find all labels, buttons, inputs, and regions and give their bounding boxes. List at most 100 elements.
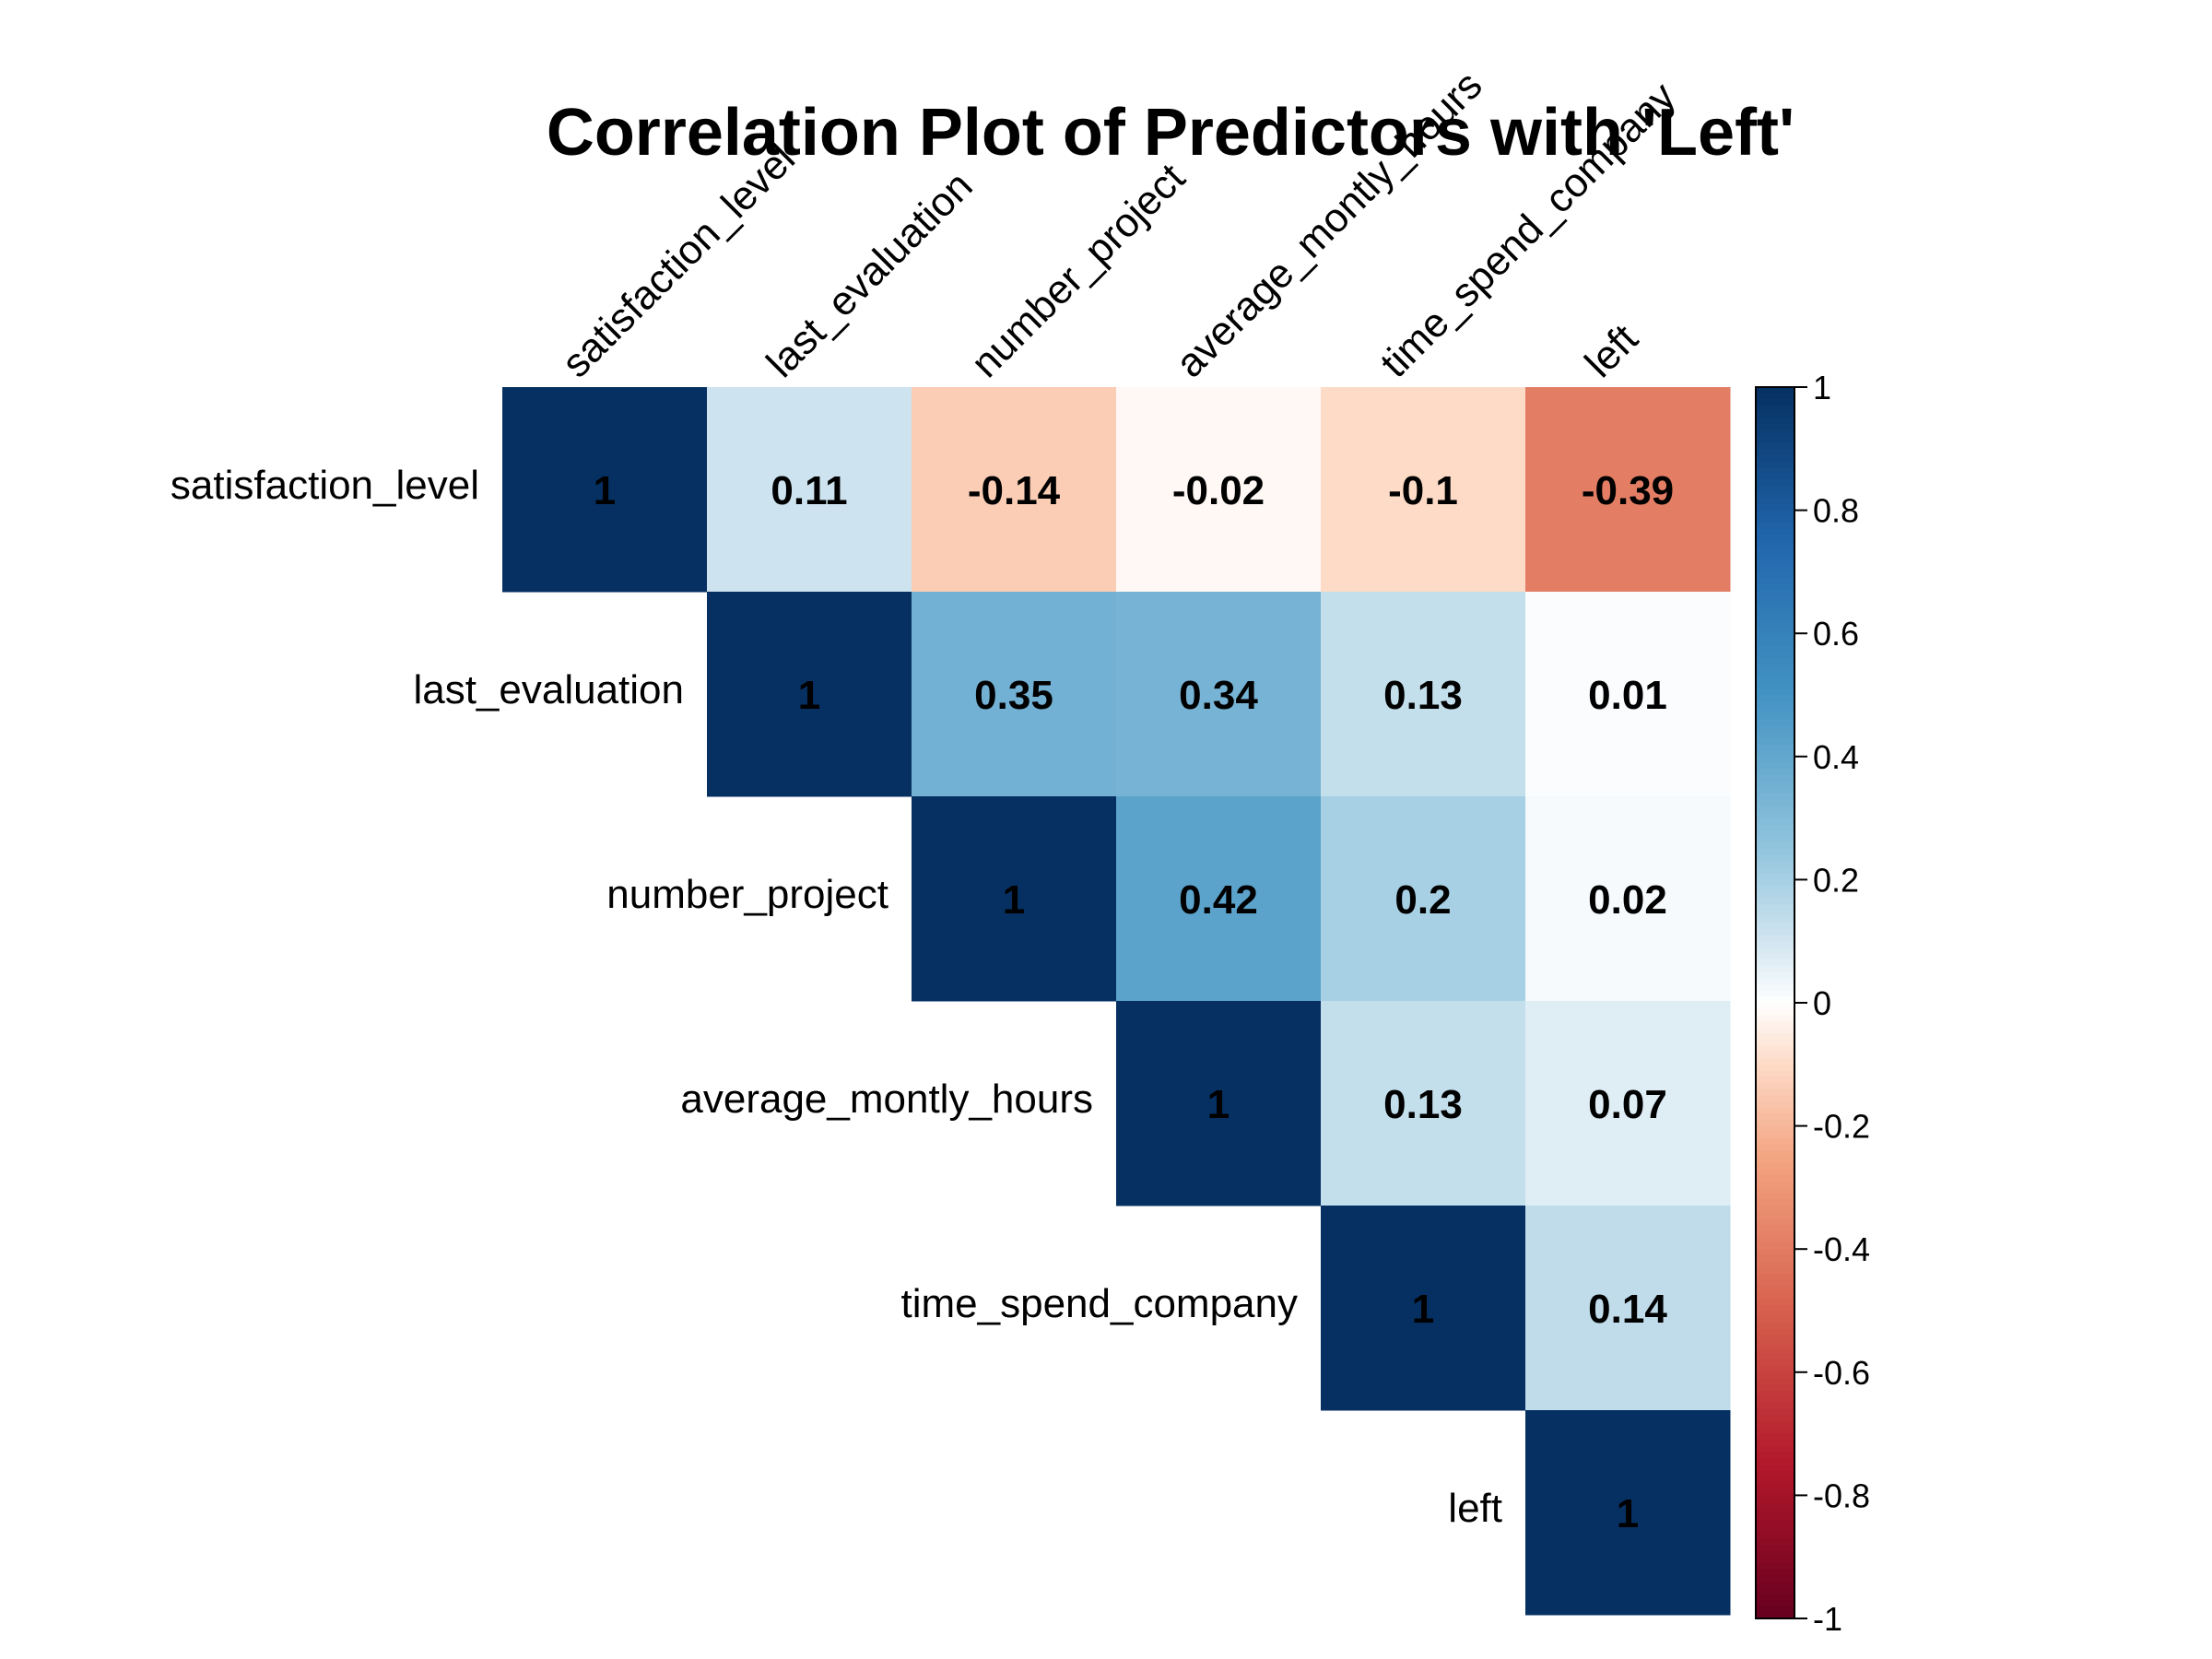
legend-gradient-slice	[1756, 615, 1794, 622]
legend-gradient-slice	[1756, 1569, 1794, 1576]
heatmap-cell-labels: 1 0.11 -0.14 -0.02 -0.1 -0.39 1 0.35 0.34 0.13 0.0…	[594, 468, 1674, 1536]
legend-gradient-slice	[1756, 627, 1794, 634]
legend-gradient-slice	[1756, 1341, 1794, 1348]
legend-gradient-slice	[1756, 861, 1794, 868]
legend-gradient-slice	[1756, 559, 1794, 567]
legend-gradient-slice	[1756, 1261, 1794, 1268]
legend-tick-label: -1	[1813, 1600, 1842, 1638]
legend-gradient-slice	[1756, 1267, 1794, 1275]
legend-gradient-slice	[1756, 1513, 1794, 1521]
legend-gradient-slice	[1756, 393, 1794, 400]
legend-gradient-slice	[1756, 983, 1794, 992]
legend-gradient-slice	[1756, 1224, 1794, 1231]
legend-tick-label: 0.6	[1813, 615, 1859, 653]
legend-gradient-slice	[1756, 806, 1794, 813]
legend-gradient-slice	[1756, 1144, 1794, 1151]
legend-gradient-slice	[1756, 1501, 1794, 1509]
cell-value-label: 0.07	[1588, 1082, 1667, 1127]
legend-gradient-slice	[1756, 873, 1794, 880]
cell-value-label: 1	[1003, 877, 1025, 923]
legend-gradient-slice	[1756, 1421, 1794, 1429]
legend-gradient-slice	[1756, 935, 1794, 942]
legend-gradient-slice	[1756, 1119, 1794, 1127]
heatmap-cell	[1525, 387, 1731, 593]
chart-title: Correlation Plot of Predictors with 'Lef…	[547, 96, 1794, 170]
cell-value-label: 1	[1207, 1082, 1230, 1127]
legend-gradient-slice	[1756, 1064, 1794, 1072]
legend-gradient-slice	[1756, 1390, 1794, 1398]
legend-gradient-slice	[1756, 1040, 1794, 1047]
legend-gradient-slice	[1756, 971, 1794, 979]
legend-gradient-slice	[1756, 1137, 1794, 1146]
legend-gradient-slice	[1756, 769, 1794, 776]
legend-gradient-slice	[1756, 1045, 1794, 1053]
legend-tick-label: 0.2	[1813, 861, 1859, 899]
cell-value-label: 0.14	[1588, 1287, 1667, 1332]
heatmap-cell	[1321, 1001, 1526, 1206]
legend-gradient-slice	[1756, 1323, 1794, 1330]
legend-gradient-slice	[1756, 602, 1794, 610]
legend-gradient-slice	[1756, 811, 1794, 819]
legend-gradient-slice	[1756, 633, 1794, 641]
legend-gradient-slice	[1756, 1254, 1794, 1263]
legend-gradient-slice	[1756, 1378, 1794, 1385]
legend-gradient-slice	[1756, 1230, 1794, 1238]
legend-gradient-slice	[1756, 1575, 1794, 1583]
heatmap-cell	[1321, 796, 1526, 1002]
legend-gradient-slice	[1756, 836, 1794, 843]
legend-gradient-slice	[1756, 1396, 1794, 1404]
column-label: number_project	[962, 155, 1194, 386]
legend-gradient-slice	[1756, 682, 1794, 689]
legend-gradient-slice	[1756, 1298, 1794, 1305]
legend-gradient-slice	[1756, 1433, 1794, 1441]
legend-gradient-slice	[1756, 1181, 1794, 1188]
legend-gradient-slice	[1756, 645, 1794, 653]
legend-gradient-slice	[1756, 553, 1794, 560]
cell-value-label: 0.11	[771, 468, 847, 513]
legend-gradient-slice	[1756, 442, 1794, 450]
legend-gradient-slice	[1756, 1371, 1794, 1380]
cell-value-label: 0.42	[1179, 877, 1258, 923]
legend-gradient-slice	[1756, 1187, 1794, 1194]
heatmap-cell	[1116, 1001, 1322, 1206]
legend-gradient-slice	[1756, 522, 1794, 530]
legend-gradient-slice	[1756, 1483, 1794, 1490]
legend-gradient-slice	[1756, 1495, 1794, 1502]
legend-gradient-slice	[1756, 1525, 1794, 1534]
legend-gradient-slice	[1756, 583, 1794, 592]
legend-gradient-slice	[1756, 479, 1794, 487]
legend-gradient-slice	[1756, 608, 1794, 616]
legend-gradient-slice	[1756, 399, 1794, 406]
legend-gradient-slice	[1756, 700, 1794, 708]
legend-gradient-slice	[1756, 429, 1794, 438]
cell-value-label: 0.2	[1394, 877, 1451, 923]
legend-gradient-slice	[1756, 1403, 1794, 1410]
row-labels: satisfaction_level last_evaluation number_…	[171, 463, 1502, 1531]
legend-gradient-slice	[1756, 1550, 1794, 1558]
legend-gradient-slice	[1756, 928, 1794, 936]
legend-gradient-slice	[1756, 818, 1794, 825]
legend-gradient-slice	[1756, 1311, 1794, 1318]
cell-value-label: -0.02	[1172, 468, 1265, 513]
legend-gradient-slice	[1756, 1162, 1794, 1170]
heatmap-cell	[1525, 592, 1731, 797]
legend-gradient-slice	[1756, 688, 1794, 696]
legend-gradient-slice	[1756, 1291, 1794, 1300]
legend-gradient-slice	[1756, 713, 1794, 721]
legend-tick-label: -0.4	[1813, 1230, 1870, 1268]
legend-gradient-slice	[1756, 1113, 1794, 1121]
legend-gradient-slice	[1756, 1544, 1794, 1552]
legend-gradient-slice	[1756, 941, 1794, 948]
cell-value-label: 0.01	[1588, 673, 1667, 718]
legend-gradient-slice	[1756, 1100, 1794, 1109]
heatmap-cell	[1525, 1410, 1731, 1616]
legend-gradient-slice	[1756, 793, 1794, 801]
legend-gradient-slice	[1756, 485, 1794, 493]
legend-gradient-slice	[1756, 1581, 1794, 1589]
legend-gradient-slice	[1756, 886, 1794, 893]
legend-gradient-slice	[1756, 510, 1794, 517]
legend-gradient-slice	[1756, 990, 1794, 997]
heatmap-cells	[502, 387, 1731, 1616]
